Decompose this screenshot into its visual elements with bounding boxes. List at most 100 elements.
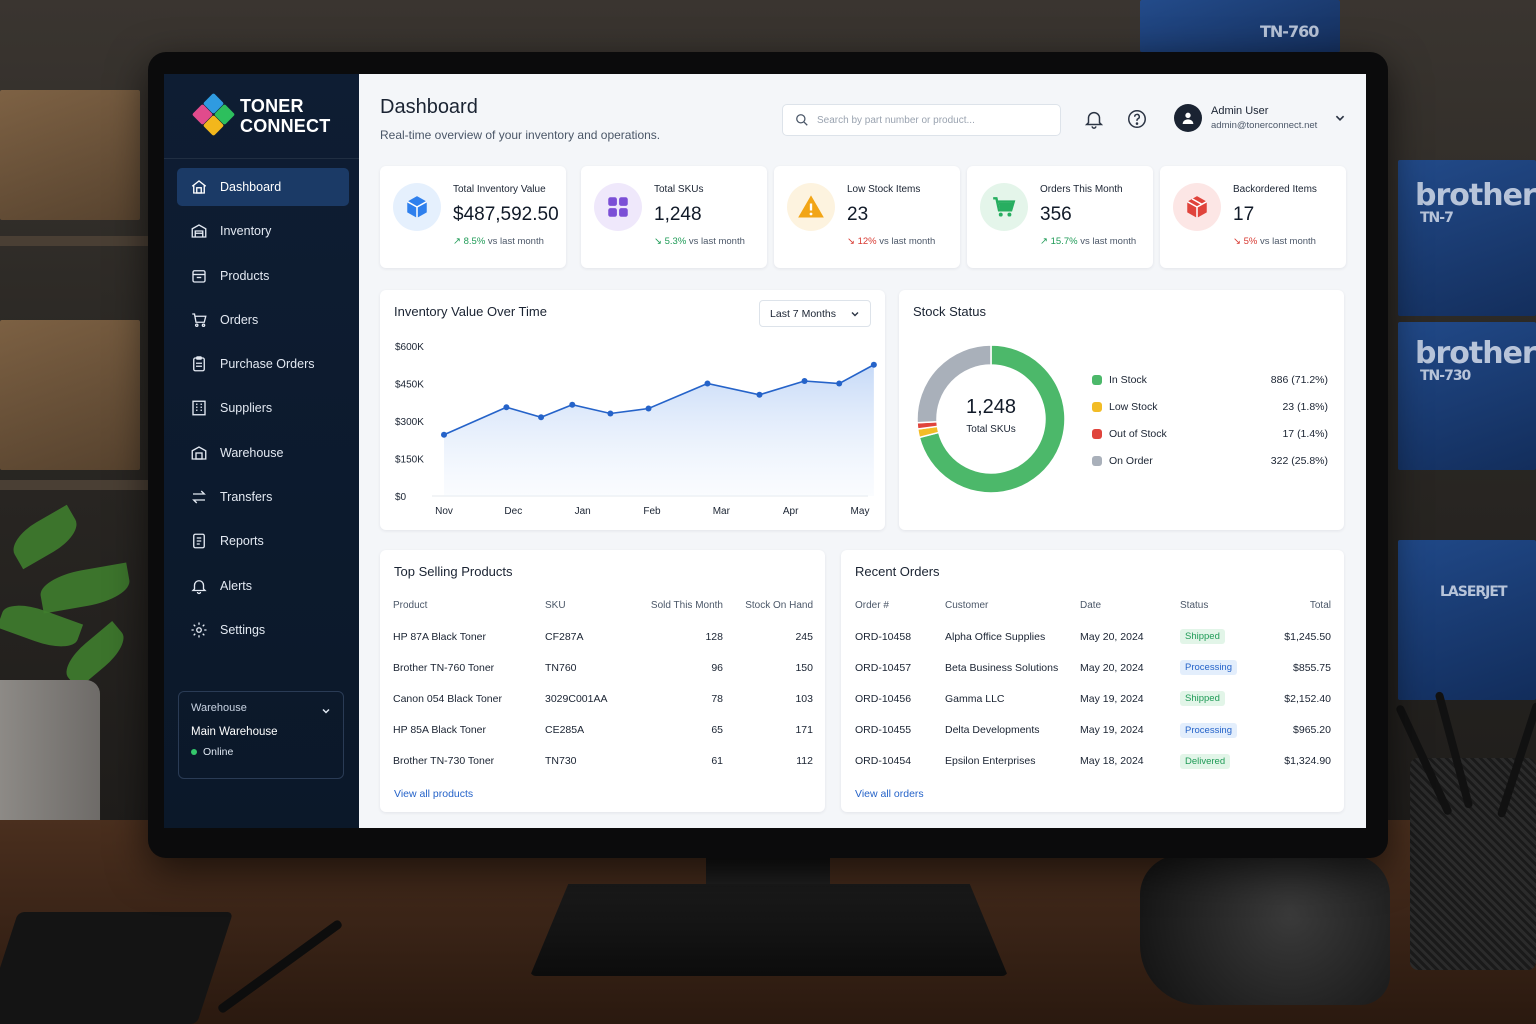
warehouse-icon — [191, 224, 207, 238]
table-cell: ORD-10455 — [855, 724, 912, 737]
sidebar-item-suppliers[interactable]: Suppliers — [177, 389, 349, 427]
sidebar-item-dashboard[interactable]: Dashboard — [177, 168, 349, 206]
data-point[interactable] — [538, 414, 545, 421]
data-point[interactable] — [569, 401, 576, 408]
column-header[interactable]: Stock On Hand — [745, 600, 813, 611]
kpi-label: Total Inventory Value — [453, 184, 546, 195]
data-point[interactable] — [503, 404, 510, 411]
notification-bell-icon[interactable] — [1083, 108, 1105, 130]
table-row[interactable]: HP 87A Black Toner CF287A 128 245 — [393, 621, 813, 652]
table-cell: ORD-10458 — [855, 630, 912, 643]
sidebar-item-reports[interactable]: Reports — [177, 522, 349, 560]
table-row[interactable]: ORD-10455 Delta Developments May 19, 2024 P… — [855, 715, 1331, 746]
x-tick-label: Apr — [783, 506, 799, 517]
x-tick-label: Nov — [435, 506, 453, 517]
sidebar-item-label: Reports — [220, 534, 264, 549]
sidebar-item-warehouse[interactable]: Warehouse — [177, 434, 349, 472]
table-header-row: Product SKU Sold This Month Stock On Han… — [393, 590, 813, 621]
brand-name-line2: CONNECT — [240, 116, 331, 136]
brand-logo[interactable]: TONER CONNECT — [191, 92, 331, 137]
shelf — [0, 480, 148, 490]
donut-slice[interactable] — [916, 344, 992, 424]
column-header[interactable]: Date — [1080, 600, 1102, 611]
x-tick-label: Dec — [504, 506, 522, 517]
range-select[interactable]: Last 7 Months — [759, 300, 871, 327]
data-point[interactable] — [756, 391, 763, 398]
column-header[interactable]: Status — [1180, 600, 1209, 611]
table-cell: 96 — [711, 661, 723, 674]
home-icon — [191, 180, 207, 194]
kpi-icon-bg — [594, 183, 642, 231]
table-row[interactable]: Brother TN-730 Toner TN730 61 112 — [393, 746, 813, 777]
x-tick-label: May — [851, 506, 870, 517]
data-point[interactable] — [836, 380, 843, 387]
chevron-down-icon — [322, 708, 330, 714]
search-box[interactable] — [782, 104, 1061, 136]
avatar — [1174, 104, 1202, 132]
data-point[interactable] — [645, 405, 652, 412]
data-point[interactable] — [607, 410, 614, 417]
table-row[interactable]: Brother TN-760 Toner TN760 96 150 — [393, 652, 813, 683]
sidebar-item-purchase-orders[interactable]: Purchase Orders — [177, 345, 349, 383]
kpi-trend-suffix: vs last month — [1259, 236, 1316, 247]
table-row[interactable]: ORD-10454 Epsilon Enterprises May 18, 2024… — [855, 746, 1331, 777]
kpi-card-backordered[interactable]: Backordered Items 17 ↘ 5% vs last month — [1160, 166, 1346, 268]
stock-status-donut-chart — [916, 344, 1066, 494]
kpi-card-low-stock[interactable]: Low Stock Items 23 ↘ 12% vs last month — [774, 166, 960, 268]
search-input[interactable] — [817, 114, 1037, 126]
view-all-orders-link[interactable]: View all orders — [855, 788, 924, 800]
user-name: Admin User — [1211, 105, 1269, 117]
table-row[interactable]: Canon 054 Black Toner 3029C001AA 78 103 — [393, 683, 813, 714]
column-header[interactable]: Customer — [945, 600, 989, 611]
sidebar-item-transfers[interactable]: Transfers — [177, 478, 349, 516]
sidebar: TONER CONNECT Dashboard Inventory Produc… — [164, 74, 359, 828]
kpi-label: Total SKUs — [654, 184, 704, 195]
data-point[interactable] — [801, 378, 808, 384]
kpi-trend-value: 5.3% — [664, 236, 687, 247]
sidebar-item-alerts[interactable]: Alerts — [177, 567, 349, 605]
status-badge: Shipped — [1180, 691, 1225, 707]
sidebar-item-orders[interactable]: Orders — [177, 301, 349, 339]
data-point[interactable] — [704, 380, 711, 387]
donut-center-label: Total SKUs — [966, 424, 1016, 435]
range-select-value: Last 7 Months — [770, 307, 836, 320]
sidebar-item-settings[interactable]: Settings — [177, 611, 349, 649]
table-row[interactable]: HP 85A Black Toner CE285A 65 171 — [393, 715, 813, 746]
legend-value: 17 (1.4%) — [1282, 428, 1328, 440]
status-cell: Processing — [1180, 652, 1260, 683]
trend-up-icon: ↗ — [453, 236, 464, 247]
sidebar-item-products[interactable]: Products — [177, 257, 349, 295]
table-cell: 150 — [795, 661, 813, 674]
column-header[interactable]: SKU — [545, 600, 566, 611]
kpi-label: Backordered Items — [1233, 184, 1317, 195]
view-all-products-link[interactable]: View all products — [394, 788, 474, 800]
sidebar-item-label: Orders — [220, 312, 259, 327]
sidebar-item-label: Inventory — [220, 224, 272, 239]
kpi-card-inventory-value[interactable]: Total Inventory Value $487,592.50 ↗ 8.5%… — [380, 166, 566, 268]
help-icon[interactable] — [1126, 108, 1148, 130]
table-row[interactable]: ORD-10458 Alpha Office Supplies May 20, 20… — [855, 621, 1331, 652]
stock-status-panel: Stock Status 1,248 Total SKUs In Stock 8… — [899, 290, 1344, 530]
brand-name-line1: TONER — [240, 96, 304, 116]
table-row[interactable]: ORD-10456 Gamma LLC May 19, 2024 Shipped $2,… — [855, 683, 1331, 714]
table-cell: Brother TN-760 Toner — [393, 661, 495, 674]
user-menu[interactable]: Admin User admin@tonerconnect.net — [1174, 104, 1345, 132]
column-header[interactable]: Total — [1309, 600, 1331, 611]
table-row[interactable]: ORD-10457 Beta Business Solutions May 20, … — [855, 652, 1331, 683]
y-tick-label: $600K — [395, 342, 424, 353]
x-tick-label: Mar — [713, 506, 731, 517]
donut-slice[interactable] — [918, 344, 1066, 494]
data-point[interactable] — [441, 431, 447, 438]
kpi-card-total-skus[interactable]: Total SKUs 1,248 ↘ 5.3% vs last month — [581, 166, 767, 268]
panel-title: Top Selling Products — [394, 564, 513, 579]
column-header[interactable]: Sold This Month — [650, 600, 723, 611]
sidebar-item-inventory[interactable]: Inventory — [177, 212, 349, 250]
column-header[interactable]: Product — [393, 600, 428, 611]
shelf-box — [0, 90, 140, 220]
warehouse-selector[interactable]: Warehouse Main Warehouse Online — [178, 691, 344, 779]
data-point[interactable] — [870, 361, 877, 368]
table-cell: 61 — [711, 755, 723, 768]
notebook — [0, 912, 234, 1024]
column-header[interactable]: Order # — [855, 600, 889, 611]
kpi-card-orders-month[interactable]: Orders This Month 356 ↗ 15.7% vs last mo… — [967, 166, 1153, 268]
